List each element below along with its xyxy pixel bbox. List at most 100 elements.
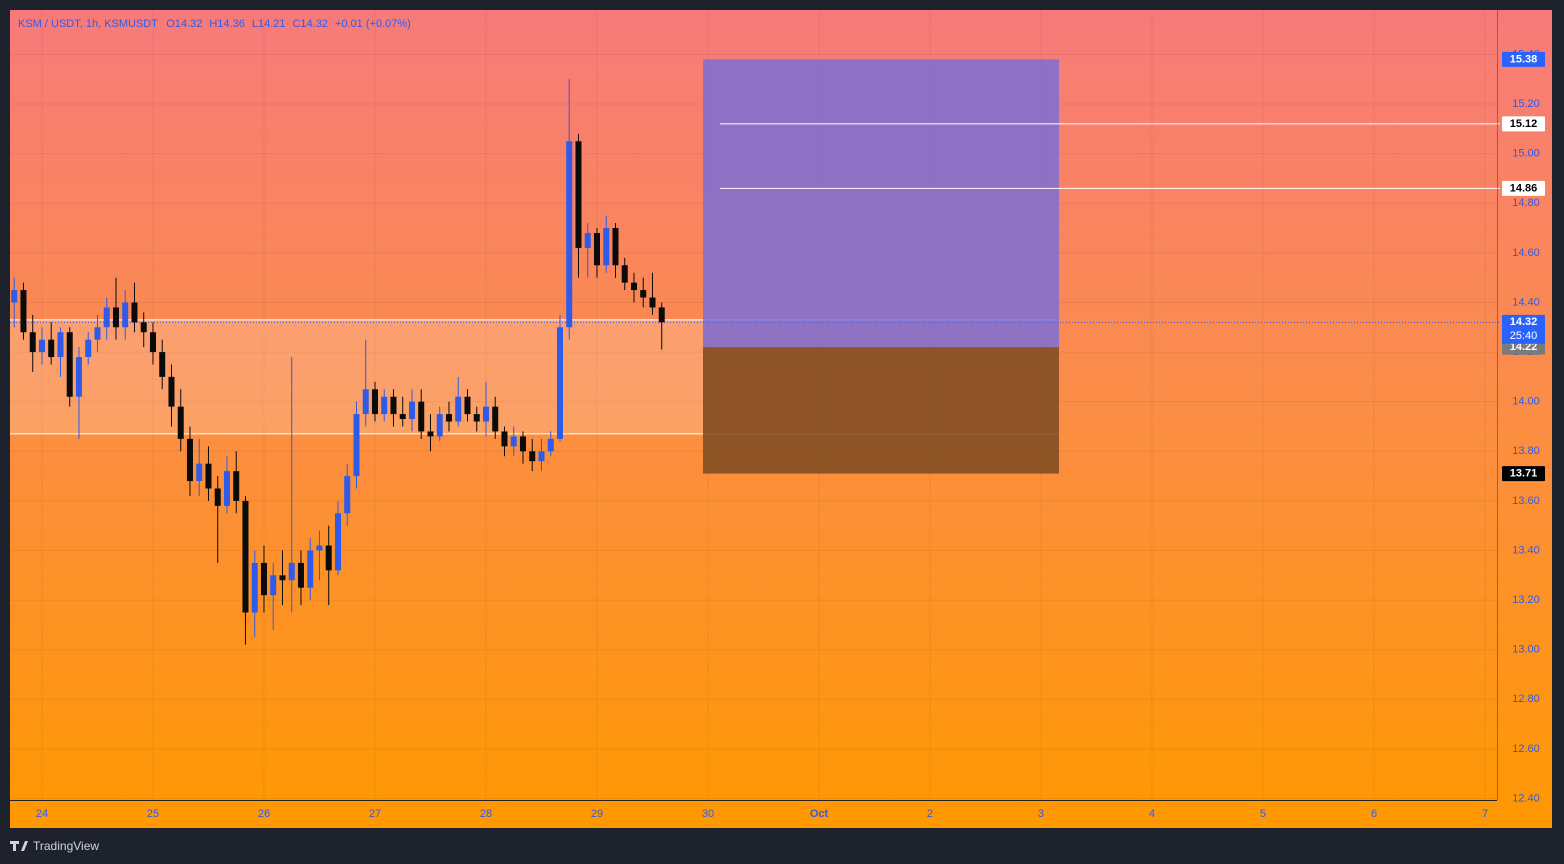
candle-body bbox=[85, 339, 92, 358]
candle-body bbox=[288, 562, 295, 581]
y-tick-label: 13.40 bbox=[1512, 544, 1540, 556]
level-badge: 15.12 bbox=[1510, 118, 1538, 130]
candle-body bbox=[112, 307, 119, 328]
x-tick-label: 7 bbox=[1482, 808, 1488, 820]
chart-title: KSM / USDT, 1h, KSMUSDT bbox=[18, 18, 158, 30]
y-tick-label: 14.60 bbox=[1512, 247, 1540, 259]
x-tick-label: 2 bbox=[927, 808, 933, 820]
candle-body bbox=[214, 488, 221, 506]
candle-body bbox=[640, 290, 647, 298]
ohlc-high: H14.36 bbox=[209, 18, 244, 30]
x-tick-label: 26 bbox=[258, 808, 270, 820]
candle-body bbox=[11, 290, 18, 303]
y-tick-label: 12.60 bbox=[1512, 743, 1540, 755]
candle-body bbox=[57, 332, 64, 358]
candle-body bbox=[297, 562, 304, 588]
y-tick-label: 14.40 bbox=[1512, 296, 1540, 308]
candle-body bbox=[649, 297, 656, 308]
ohlc-low: L14.21 bbox=[252, 18, 286, 30]
ohlc-close: C14.32 bbox=[292, 18, 327, 30]
x-tick-label: Oct bbox=[810, 808, 829, 820]
candle-body bbox=[529, 451, 536, 462]
x-tick-label: 4 bbox=[1149, 808, 1155, 820]
candle-body bbox=[196, 463, 203, 482]
candle-body bbox=[547, 438, 554, 452]
candle-body bbox=[270, 575, 277, 596]
candle-body bbox=[131, 302, 138, 323]
candle-body bbox=[436, 414, 443, 437]
y-tick-label: 13.80 bbox=[1512, 445, 1540, 457]
candle-body bbox=[593, 233, 600, 266]
entry-badge: 14.22 bbox=[1510, 341, 1538, 353]
candle-body bbox=[307, 550, 314, 588]
countdown: 25:40 bbox=[1510, 330, 1538, 342]
position-profit bbox=[702, 59, 1059, 348]
candle-body bbox=[408, 401, 415, 420]
x-tick-label: 24 bbox=[36, 808, 48, 820]
x-tick-label: 29 bbox=[591, 808, 603, 820]
candle-body bbox=[75, 357, 82, 397]
stop-badge: 13.71 bbox=[1510, 468, 1538, 480]
x-tick-label: 30 bbox=[702, 808, 714, 820]
candle-body bbox=[418, 401, 425, 432]
candle-body bbox=[445, 414, 452, 422]
candle-body bbox=[122, 302, 129, 328]
candle-body bbox=[519, 436, 526, 452]
candle-body bbox=[612, 228, 619, 266]
candle-body bbox=[29, 332, 36, 353]
candle-body bbox=[362, 389, 369, 415]
target-badge-bg bbox=[1502, 51, 1545, 67]
candle-body bbox=[510, 436, 517, 447]
candle-body bbox=[279, 575, 286, 581]
y-tick-label: 12.40 bbox=[1512, 792, 1540, 804]
candle-body bbox=[38, 339, 45, 353]
y-tick-label: 12.80 bbox=[1512, 693, 1540, 705]
candle-body bbox=[251, 562, 258, 613]
candle-body bbox=[168, 376, 175, 407]
candle-body bbox=[353, 414, 360, 477]
candle-body bbox=[538, 451, 545, 462]
last-price-badge-bg bbox=[1502, 314, 1545, 344]
y-tick-label: 13.60 bbox=[1512, 495, 1540, 507]
candle-body bbox=[603, 228, 610, 266]
candle-body bbox=[20, 290, 27, 333]
candle-body bbox=[223, 471, 230, 506]
y-tick-label: 15.20 bbox=[1512, 98, 1540, 110]
ohlc-open: O14.32 bbox=[166, 18, 202, 30]
x-tick-label: 3 bbox=[1038, 808, 1044, 820]
candle-body bbox=[186, 438, 193, 482]
brand-icon bbox=[10, 841, 28, 851]
candle-body bbox=[575, 141, 582, 248]
x-tick-label: 25 bbox=[147, 808, 159, 820]
brand-logo[interactable]: TradingView bbox=[10, 839, 99, 853]
brand-name: TradingView bbox=[33, 839, 99, 853]
plot-area bbox=[10, 10, 1500, 800]
candle-body bbox=[149, 332, 156, 353]
x-tick-label: 28 bbox=[480, 808, 492, 820]
y-tick-label: 14.00 bbox=[1512, 396, 1540, 408]
candle-body bbox=[455, 396, 462, 422]
y-tick-label: 13.20 bbox=[1512, 594, 1540, 606]
candle-body bbox=[325, 545, 332, 571]
candle-body bbox=[103, 307, 110, 328]
candle-body bbox=[159, 352, 166, 377]
level-badge-bg bbox=[1502, 116, 1545, 132]
candle-body bbox=[658, 307, 665, 323]
candle-body bbox=[371, 389, 378, 415]
candle-body bbox=[584, 233, 591, 248]
candle-body bbox=[492, 406, 499, 432]
level-badge: 14.86 bbox=[1510, 182, 1538, 194]
candle-body bbox=[482, 406, 489, 422]
candle-body bbox=[66, 332, 73, 397]
candle-body bbox=[630, 282, 637, 291]
last-price-badge: 14.32 bbox=[1510, 316, 1538, 328]
candle-body bbox=[334, 513, 341, 571]
x-tick-label: 6 bbox=[1371, 808, 1377, 820]
y-tick-label: 15.00 bbox=[1512, 148, 1540, 160]
candle-body bbox=[48, 339, 55, 358]
ohlc-change: +0.01 (+0.07%) bbox=[335, 18, 411, 30]
x-tick-label: 5 bbox=[1260, 808, 1266, 820]
candle-body bbox=[242, 500, 249, 613]
candle-body bbox=[473, 414, 480, 422]
